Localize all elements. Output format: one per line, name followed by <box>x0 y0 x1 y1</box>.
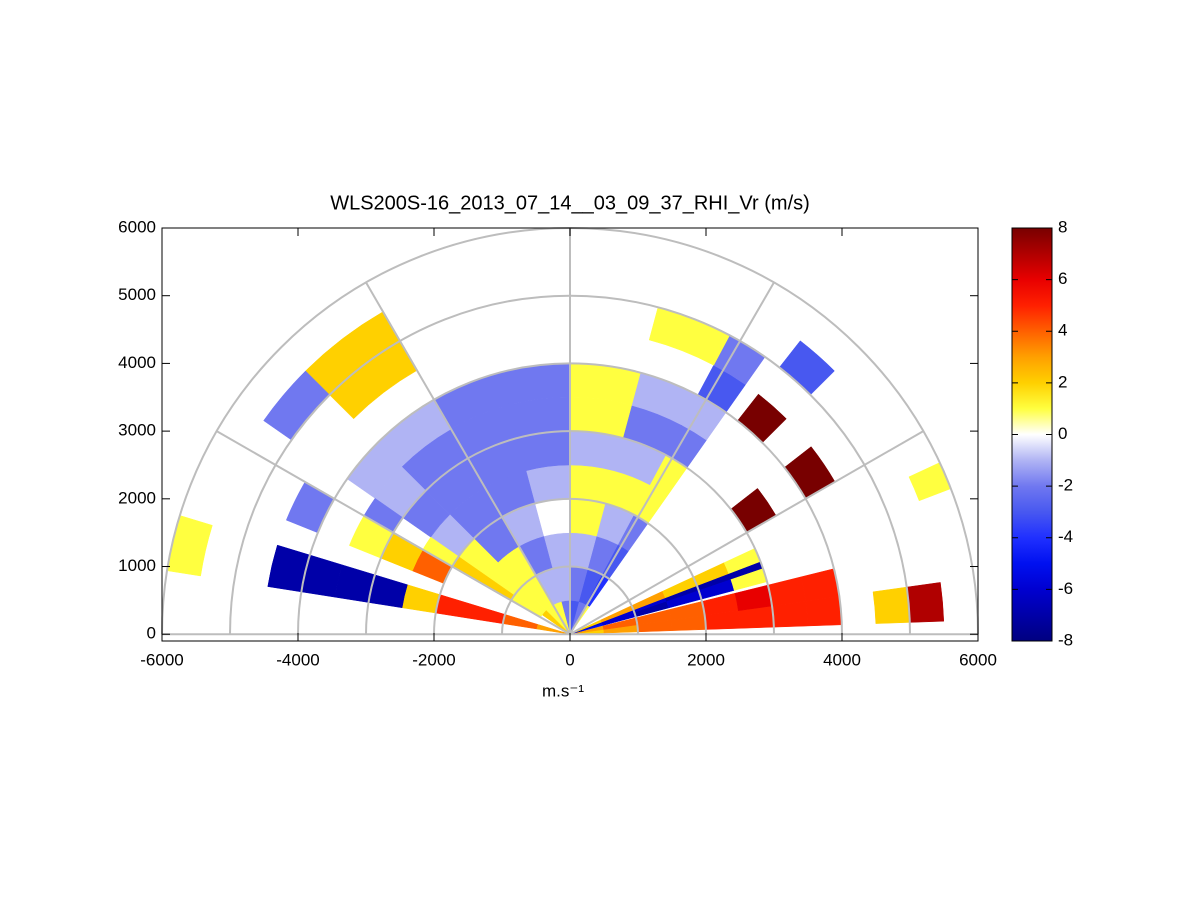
y-tick-label: 5000 <box>118 285 156 304</box>
colorbar-tick-label: 2 <box>1058 372 1067 391</box>
cell <box>435 594 473 619</box>
y-tick-label: 2000 <box>118 488 156 507</box>
y-tick-label: 1000 <box>118 556 156 575</box>
cell <box>285 481 335 534</box>
cell <box>468 604 506 624</box>
cell <box>737 393 787 444</box>
x-tick-label: 6000 <box>959 650 997 669</box>
x-tick-label: 0 <box>565 650 574 669</box>
colorbar-tick-label: -8 <box>1058 630 1073 649</box>
cell <box>730 487 777 534</box>
y-tick-label: 4000 <box>118 353 156 372</box>
cell <box>502 614 538 630</box>
cell <box>800 568 840 602</box>
x-tick-label: -4000 <box>276 650 319 669</box>
cell <box>401 584 441 614</box>
cell <box>166 515 213 577</box>
x-tick-label: 2000 <box>687 650 725 669</box>
cell <box>906 582 945 623</box>
angle-spoke <box>569 430 924 636</box>
chart-title: WLS200S-16_2013_07_14__03_09_37_RHI_Vr (… <box>330 192 810 214</box>
angle-spoke <box>216 430 571 636</box>
y-tick-label: 0 <box>147 624 156 643</box>
angle-spoke <box>569 281 775 635</box>
colorbar-tick-label: -4 <box>1058 527 1073 546</box>
y-tick-label: 3000 <box>118 421 156 440</box>
colorbar-tick-label: -2 <box>1058 476 1073 495</box>
cell <box>805 596 843 627</box>
y-tick-label: 6000 <box>118 217 156 236</box>
cell <box>778 340 835 396</box>
colorbar <box>1011 227 1053 642</box>
colorbar-tick-label: 0 <box>1058 424 1067 443</box>
cell <box>783 446 836 500</box>
x-tick-label: -6000 <box>140 650 183 669</box>
x-tick-label: 4000 <box>823 650 861 669</box>
cell <box>767 576 806 607</box>
x-tick-label: -2000 <box>412 650 455 669</box>
colorbar-tick-label: 8 <box>1058 217 1067 236</box>
colorbar-tick-label: -6 <box>1058 579 1073 598</box>
x-axis-label: m.s⁻¹ <box>542 681 584 700</box>
angle-spoke <box>365 281 571 635</box>
cell <box>872 586 911 624</box>
colorbar-tick-label: 6 <box>1058 269 1067 288</box>
colorbar-tick-label: 4 <box>1058 321 1067 340</box>
cell <box>648 306 730 366</box>
cell <box>908 462 952 502</box>
